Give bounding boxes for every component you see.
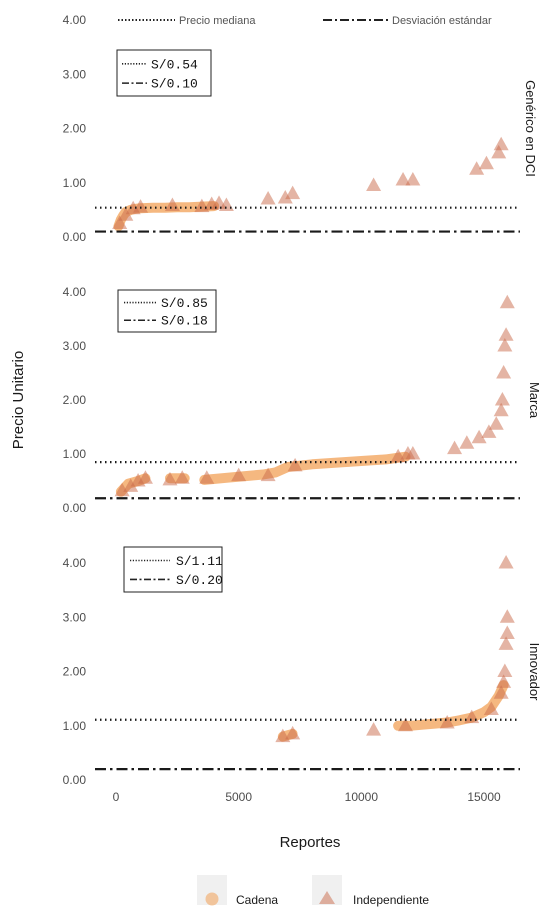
independiente-point bbox=[493, 136, 509, 151]
independiente-point bbox=[459, 435, 475, 449]
sd-value-label: S/0.18 bbox=[161, 314, 208, 329]
independiente-point bbox=[199, 470, 215, 484]
independiente-point bbox=[162, 471, 178, 486]
x-axis-title: Reportes bbox=[280, 834, 341, 851]
independiente-point bbox=[397, 717, 413, 732]
independiente-point bbox=[498, 636, 514, 650]
x-tick-labels: 0 5000 10000 15000 bbox=[113, 790, 501, 804]
independiente-point bbox=[114, 482, 130, 497]
independiente-point bbox=[137, 470, 153, 484]
independiente-point bbox=[478, 155, 494, 170]
legend-median-label: Precio mediana bbox=[179, 15, 256, 27]
independiente-point bbox=[174, 470, 190, 484]
independiente-point bbox=[471, 429, 487, 444]
legend-independiente-label: Independiente bbox=[353, 893, 429, 907]
panel-2: 0.00 1.00 2.00 3.00 4.00 Marca S/0.85 S/0.18 bbox=[63, 285, 541, 515]
independiente-point bbox=[366, 722, 382, 736]
y-tick-label: 0.00 bbox=[63, 501, 87, 515]
legend-sd-label: Desviación estándar bbox=[392, 15, 492, 27]
independiente-point bbox=[285, 725, 301, 740]
independiente-point bbox=[493, 402, 509, 417]
independiente-point bbox=[499, 294, 515, 309]
independiente-point bbox=[499, 609, 515, 623]
independiente-point bbox=[395, 172, 411, 186]
y-tick-label: 0.00 bbox=[63, 773, 87, 787]
independiente-point bbox=[488, 416, 504, 430]
independiente-point bbox=[231, 467, 247, 482]
sd-value-label: S/0.20 bbox=[176, 573, 223, 588]
y-tick-label: 1.00 bbox=[63, 176, 87, 190]
cadena-series-band bbox=[393, 680, 509, 731]
y-tick-label: 4.00 bbox=[63, 285, 87, 299]
y-tick-label: 3.00 bbox=[63, 339, 87, 353]
point-legend: Cadena Independiente bbox=[197, 875, 429, 907]
independiente-point bbox=[405, 446, 421, 460]
y-tick-label: 4.00 bbox=[63, 556, 87, 570]
independiente-point bbox=[277, 189, 293, 204]
independiente-point bbox=[366, 177, 382, 191]
y-tick-label: 3.00 bbox=[63, 67, 87, 81]
independiente-point bbox=[483, 701, 499, 715]
sd-value-label: S/0.10 bbox=[151, 77, 198, 92]
y-tick-label: 0.00 bbox=[63, 230, 87, 244]
independiente-point bbox=[493, 685, 509, 699]
median-value-label: S/0.54 bbox=[151, 57, 198, 72]
y-tick-label: 2.00 bbox=[63, 393, 87, 407]
panel-stats-box bbox=[117, 289, 217, 333]
panel-stats-box bbox=[116, 49, 212, 97]
x-tick-label: 0 bbox=[113, 790, 120, 804]
independiente-point bbox=[405, 172, 421, 186]
independiente-point bbox=[285, 185, 301, 200]
panel-stats-box bbox=[123, 546, 223, 593]
y-tick-label: 3.00 bbox=[63, 610, 87, 624]
y-tick-label: 2.00 bbox=[63, 122, 87, 136]
legend-cadena-marker bbox=[205, 892, 219, 906]
independiente-point bbox=[499, 625, 515, 640]
independiente-point bbox=[260, 191, 276, 205]
independiente-point bbox=[497, 338, 513, 352]
independiente-point bbox=[496, 674, 512, 688]
legend-independiente-marker bbox=[319, 891, 335, 904]
independiente-point bbox=[498, 327, 514, 341]
y-tick-label: 1.00 bbox=[63, 447, 87, 461]
independiente-point bbox=[112, 215, 128, 229]
median-value-label: S/1.11 bbox=[176, 554, 223, 569]
y-tick-label: 2.00 bbox=[63, 665, 87, 679]
y-axis-title: Precio Unitario bbox=[10, 351, 27, 449]
independiente-point bbox=[498, 555, 514, 569]
facet-strip-label: Genérico en DCI bbox=[523, 80, 538, 177]
independiente-point bbox=[287, 457, 303, 472]
independiente-point bbox=[447, 440, 463, 455]
line-legend: Precio mediana Desviación estándar bbox=[118, 15, 492, 27]
facet-strip-label: Marca bbox=[527, 382, 541, 419]
independiente-point bbox=[123, 478, 139, 492]
x-tick-label: 10000 bbox=[345, 790, 379, 804]
y-tick-label: 1.00 bbox=[63, 719, 87, 733]
independiente-point bbox=[491, 144, 507, 159]
facet-panels: 0.00 1.00 2.00 3.00 4.00 Genérico en DCI S/0.5… bbox=[63, 13, 541, 787]
independiente-point bbox=[496, 365, 512, 379]
independiente-point bbox=[260, 467, 276, 482]
independiente-point bbox=[469, 161, 485, 175]
panel-3: 0.00 1.00 2.00 3.00 4.00 Innovador S/1.11 S/0.2… bbox=[63, 546, 541, 787]
independiente-point bbox=[494, 392, 510, 406]
legend-cadena-label: Cadena bbox=[236, 893, 278, 907]
panel-1: 0.00 1.00 2.00 3.00 4.00 Genérico en DCI S/0.5… bbox=[63, 13, 538, 244]
independiente-point bbox=[133, 199, 149, 213]
independiente-point bbox=[439, 715, 455, 729]
x-tick-label: 5000 bbox=[225, 790, 252, 804]
independiente-point bbox=[481, 424, 497, 438]
independiente-point bbox=[497, 663, 513, 677]
x-tick-label: 15000 bbox=[467, 790, 501, 804]
median-value-label: S/0.85 bbox=[161, 296, 208, 311]
facet-strip-label: Innovador bbox=[527, 643, 541, 701]
y-tick-label: 4.00 bbox=[63, 13, 87, 27]
